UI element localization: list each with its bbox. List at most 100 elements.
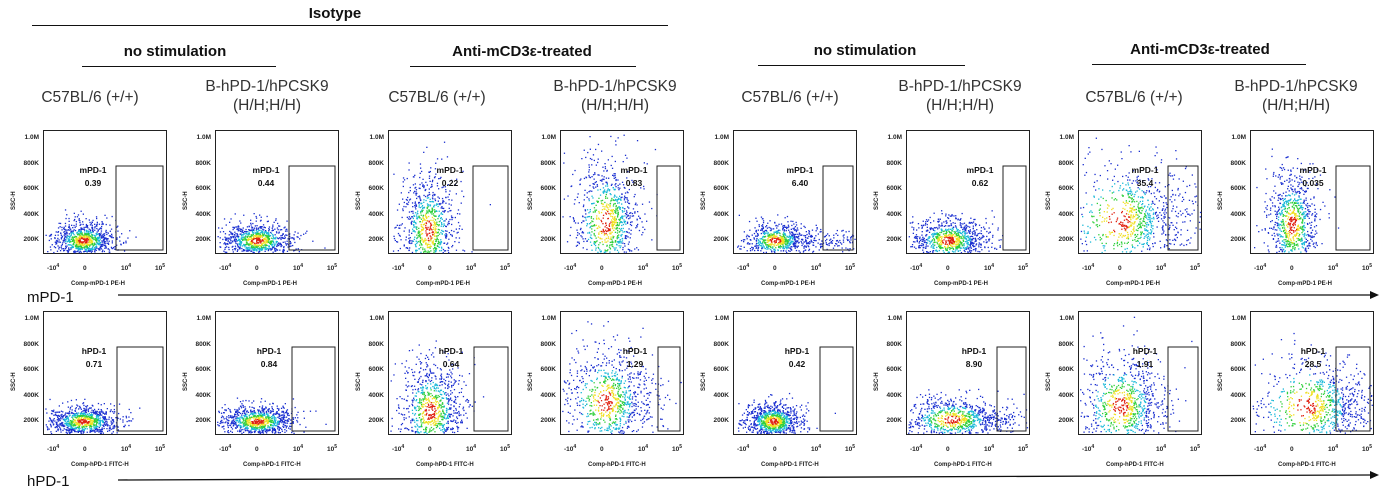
x-tick-label: 105	[1190, 444, 1201, 454]
y-tick-label: 600K	[713, 185, 729, 192]
event-dots	[1254, 148, 1340, 254]
y-tick-label: 600K	[1230, 366, 1246, 373]
y-tick-label: 1.0M	[196, 134, 211, 141]
gate-percentage: 0.035	[1302, 178, 1324, 188]
y-tick-label: 600K	[23, 366, 39, 373]
y-tick-label: 400K	[540, 391, 556, 399]
plot-frame	[43, 311, 167, 435]
flow-plot-mpd-1-6: 1.0M 800K 600K 400K 200K SSC-H mPD-1 0.62 -104 0 1…	[874, 130, 1046, 287]
y-tick-label: 1.0M	[1231, 134, 1246, 141]
scatter-area	[388, 311, 512, 435]
y-tick-label: 200K	[1230, 417, 1246, 424]
x-tick-label: 104	[811, 263, 822, 273]
gate-rectangle	[822, 165, 854, 251]
plot-frame	[43, 130, 167, 254]
x-tick-label: 105	[1018, 444, 1029, 454]
strain-name: B-hPD-1/hPCSK9	[1234, 78, 1358, 95]
y-axis-label: SSC-H	[183, 191, 189, 210]
strain-label-3: C57BL/6 (+/+)	[357, 88, 517, 107]
x-tick-label: 104	[1328, 444, 1339, 454]
group-underline-2	[410, 66, 636, 67]
gate-rectangle	[288, 165, 336, 251]
isotype-underline	[32, 25, 668, 26]
gate-name: mPD-1	[252, 165, 280, 175]
x-tick-label: 0	[946, 446, 950, 454]
event-dots	[1080, 316, 1193, 435]
x-axis-label: Comp-mPD-1 PE-H	[934, 281, 989, 287]
event-dots	[737, 214, 856, 254]
x-tick-label: 104	[466, 263, 477, 273]
y-tick-label: 800K	[23, 340, 39, 348]
x-axis-label: Comp-hPD-1 FITC-H	[416, 462, 474, 468]
x-tick-label: 0	[255, 265, 259, 273]
x-tick-label: -104	[910, 263, 923, 273]
x-tick-label: 0	[1290, 446, 1294, 454]
x-axis-label: Comp-mPD-1 PE-H	[243, 281, 298, 287]
x-tick-label: 105	[1190, 263, 1201, 273]
x-tick-label: 0	[600, 265, 604, 273]
x-tick-label: 0	[946, 265, 950, 273]
y-tick-label: 800K	[1058, 159, 1074, 167]
y-tick-label: 200K	[713, 417, 729, 424]
x-tick-label: 104	[1328, 263, 1339, 273]
isotype-title: Isotype	[308, 5, 362, 22]
y-axis-label: SSC-H	[874, 372, 880, 391]
x-tick-label: 104	[1156, 263, 1167, 273]
group-underline-1	[82, 66, 276, 67]
y-tick-label: 600K	[195, 185, 211, 192]
plot-frame	[1250, 130, 1374, 254]
y-axis-label: SSC-H	[528, 191, 534, 210]
plot-frame	[560, 311, 684, 435]
event-dots	[217, 213, 326, 254]
plot-frame	[1078, 311, 1202, 435]
x-tick-label: 0	[428, 446, 432, 454]
hpd1-axis-arrow	[118, 471, 1379, 481]
y-tick-label: 1.0M	[541, 315, 556, 322]
y-tick-label: 600K	[368, 366, 384, 373]
gate-name: hPD-1	[1132, 346, 1158, 356]
y-axis-label: SSC-H	[1046, 191, 1052, 210]
y-tick-label: 800K	[368, 340, 384, 348]
plot-frame	[733, 130, 857, 254]
y-tick-label: 200K	[23, 236, 39, 243]
group-title-2: Anti-mCD3ε-treated	[452, 43, 592, 60]
x-tick-label: -104	[219, 263, 232, 273]
strain-name: B-hPD-1/hPCSK9	[898, 78, 1022, 95]
gate-percentage: 0.44	[257, 178, 275, 188]
scatter-area	[906, 130, 1030, 254]
y-axis-label: SSC-H	[701, 191, 707, 210]
y-tick-label: 1.0M	[541, 134, 556, 141]
x-tick-label: 0	[83, 446, 87, 454]
x-tick-label: 105	[1362, 263, 1373, 273]
y-tick-label: 600K	[23, 185, 39, 192]
x-tick-label: 105	[500, 263, 511, 273]
x-tick-label: 0	[1290, 265, 1294, 273]
x-axis-label: Comp-hPD-1 FITC-H	[243, 462, 301, 468]
gate-rectangle	[1335, 165, 1371, 251]
x-axis-label: Comp-mPD-1 PE-H	[1278, 281, 1333, 287]
strain-genotype: (H/H;H/H)	[232, 97, 302, 114]
strain-name: C57BL/6 (+/+)	[41, 89, 139, 106]
gate-percentage: 0.64	[442, 359, 460, 369]
y-tick-label: 200K	[886, 417, 902, 424]
scatter-area	[560, 311, 684, 435]
x-tick-label: -104	[219, 444, 232, 454]
gate-name: hPD-1	[622, 346, 648, 356]
gate-rectangle	[819, 346, 854, 432]
x-tick-label: 0	[83, 265, 87, 273]
scatter-area	[733, 311, 857, 435]
y-tick-label: 200K	[1230, 236, 1246, 243]
x-tick-label: 104	[1156, 444, 1167, 454]
event-dots	[390, 340, 485, 435]
y-tick-label: 400K	[713, 391, 729, 399]
x-tick-label: 104	[984, 263, 995, 273]
plot-frame	[388, 311, 512, 435]
strain-name: C57BL/6 (+/+)	[741, 89, 839, 106]
y-tick-label: 200K	[195, 236, 211, 243]
y-tick-label: 200K	[195, 417, 211, 424]
group-underline-3	[758, 65, 965, 66]
y-tick-label: 1.0M	[714, 134, 729, 141]
gate-rectangle	[1335, 346, 1371, 432]
flow-plot-mpd-1-7: 1.0M 800K 600K 400K 200K SSC-H mPD-1 35.4 -104 0 1…	[1046, 130, 1218, 287]
y-axis-label: SSC-H	[11, 191, 17, 210]
